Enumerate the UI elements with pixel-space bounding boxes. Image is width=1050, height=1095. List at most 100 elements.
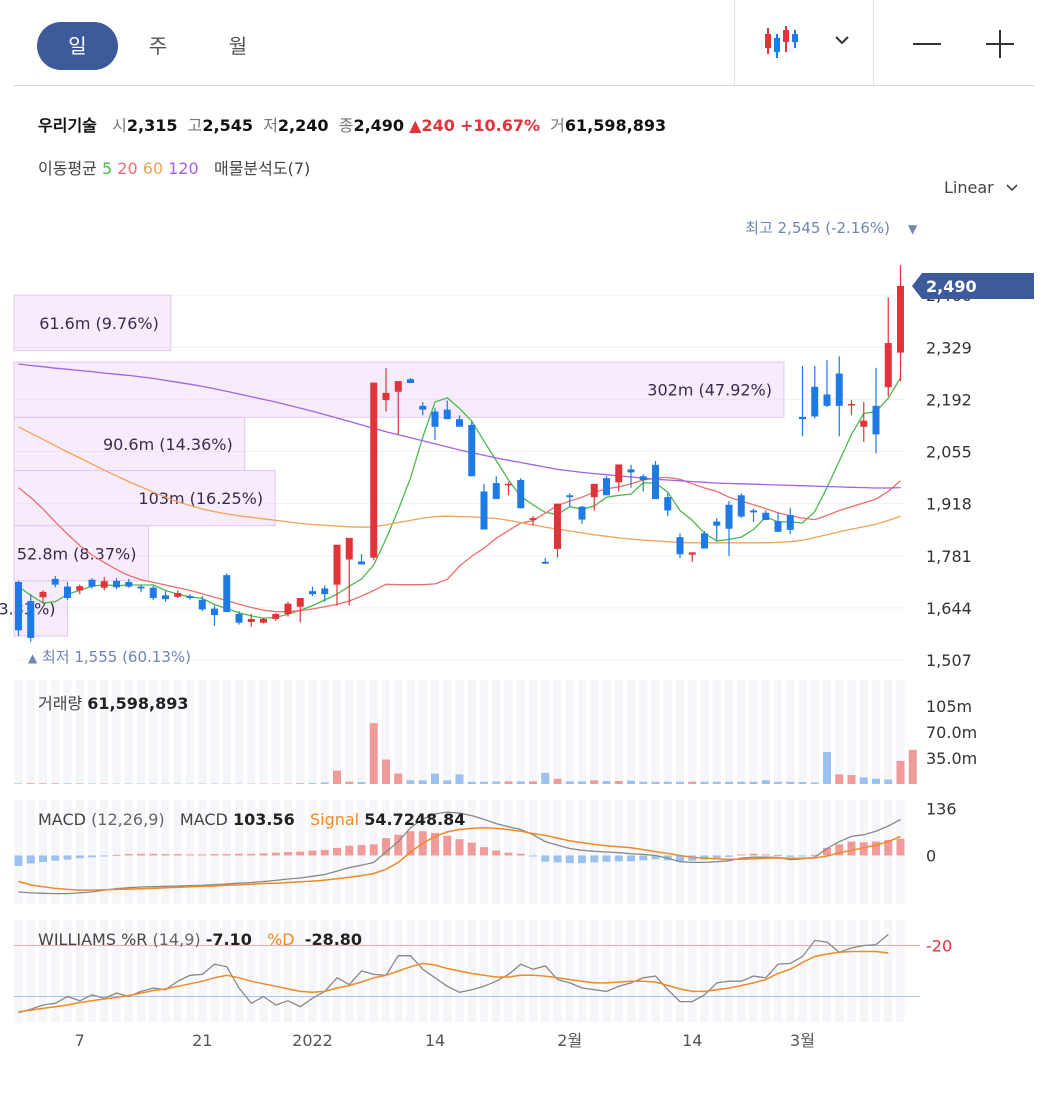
stock-name: 우리기술 [38, 116, 97, 135]
macd-histogram-bar [320, 849, 329, 856]
volume-bg-bar [872, 680, 880, 784]
volume-profile-label: 52.8m (8.37%) [17, 544, 137, 563]
macd-histogram-bar [137, 853, 145, 856]
macd-bg-bar [259, 800, 268, 904]
volume-bg-bar [296, 680, 305, 784]
macd-bg-bar [504, 800, 513, 904]
low-annotation: 최저 1,555 (60.13%) [42, 648, 191, 666]
macd-histogram-bar [455, 839, 464, 856]
volume-bg-bar [259, 680, 268, 784]
candle-body [358, 561, 365, 565]
macd-histogram-bar [504, 852, 513, 856]
macd-bg-bar [26, 800, 35, 904]
macd-bg-bar [614, 800, 623, 904]
candle-body [198, 599, 206, 610]
macd-histogram-bar [308, 850, 317, 856]
chart-toolbar: 일 주 월 [14, 0, 1034, 86]
tab-monthly[interactable]: 월 [228, 34, 248, 58]
macd-histogram-bar [149, 853, 158, 856]
candlestick-icon[interactable] [762, 26, 804, 62]
volume-y-tick: 35.0m [926, 749, 977, 768]
macd-bg-bar [663, 800, 672, 904]
chevron-down-icon [1006, 184, 1018, 192]
williams-bg-bar [443, 920, 452, 1022]
minus-icon[interactable] [911, 30, 943, 58]
scale-selector[interactable]: Linear [944, 178, 1019, 197]
volume-bar [345, 781, 354, 784]
volume-bg-bar [651, 680, 660, 784]
macd-bg-bar [541, 800, 550, 904]
price-panel[interactable]: 2,4662,3292,1922,0551,9181,7811,6441,507… [0, 219, 1034, 670]
volume-bar [418, 780, 427, 784]
williams-bg-bar [345, 920, 354, 1022]
williams-bg-bar [369, 920, 378, 1022]
williams-bg-bar [235, 920, 243, 1022]
toolbar-divider [873, 0, 874, 85]
williams-y-tick: -20 [926, 937, 952, 956]
macd-histogram-bar [602, 855, 611, 862]
williams-bg-bar [774, 920, 782, 1022]
macd-histogram-bar [63, 855, 72, 860]
macd-histogram-bar [51, 855, 60, 861]
macd-histogram-bar [26, 855, 35, 864]
williams-bg-bar [749, 920, 758, 1022]
volume-bg-bar [406, 680, 415, 784]
volume-bar [872, 778, 880, 784]
macd-histogram-bar [774, 855, 782, 857]
volume-bar [578, 781, 586, 784]
tab-daily[interactable]: 일 [37, 22, 118, 70]
volume-bg-bar [394, 680, 403, 784]
macd-histogram-bar [480, 847, 488, 856]
supply-analysis-label[interactable]: 매물분석도(7) [213, 159, 311, 178]
volume-bg-bar [186, 680, 194, 784]
candle-body [76, 586, 84, 591]
volume-bar [602, 781, 611, 784]
volume-bar [480, 781, 488, 784]
macd-histogram-bar [382, 838, 390, 856]
volume-bg-bar [161, 680, 170, 784]
macd-histogram-bar [614, 855, 623, 862]
macd-histogram-bar [529, 855, 537, 857]
volume-bar [847, 775, 856, 784]
moving-average-legend[interactable]: 이동평균 5 20 60 120 매물분석도(7) [38, 155, 310, 179]
low-value: 2,240 [277, 116, 329, 135]
macd-bg-bar [774, 800, 782, 904]
volume-panel-value: 61,598,893 [87, 694, 189, 713]
williams-bg-bar [186, 920, 194, 1022]
macd-histogram-bar [369, 844, 378, 856]
candle-body [627, 469, 635, 473]
x-tick-label: 2월 [557, 1031, 582, 1050]
tab-weekly[interactable]: 주 [148, 34, 168, 58]
volume-bg-bar [553, 680, 562, 784]
signal-line [18, 826, 901, 891]
volume-bar [516, 781, 525, 784]
ma20-label: 20 [117, 159, 138, 178]
williams-d-line [18, 950, 889, 1013]
williams-bg-bar [663, 920, 672, 1022]
volume-bar [406, 780, 415, 784]
macd-histogram-bar [786, 855, 795, 857]
plus-icon[interactable] [984, 30, 1016, 58]
candle-body [382, 392, 390, 401]
macd-histogram-bar [198, 854, 207, 856]
williams-bg-bar [884, 920, 893, 1022]
volume-bg-bar [14, 680, 23, 784]
volume-bar [823, 752, 831, 784]
candle-body [860, 420, 868, 427]
macd-histogram-bar [431, 832, 439, 856]
volume-bar [357, 782, 366, 784]
candle-body [162, 595, 169, 600]
candle-body [701, 533, 708, 549]
williams-title: WILLIAMS %R (14,9) -7.10 %D -28.80 [38, 930, 362, 949]
williams-bg-bar [467, 920, 476, 1022]
macd-histogram-bar [210, 854, 219, 856]
volume-bg-bar [602, 680, 611, 784]
macd-histogram-bar [14, 855, 23, 866]
volume-bar [859, 777, 868, 784]
macd-histogram-bar [725, 855, 733, 857]
chevron-down-icon[interactable] [834, 34, 850, 46]
williams-bg-bar [798, 920, 807, 1022]
volume-bg-bar [492, 680, 501, 784]
high-value: 2,545 [202, 116, 254, 135]
